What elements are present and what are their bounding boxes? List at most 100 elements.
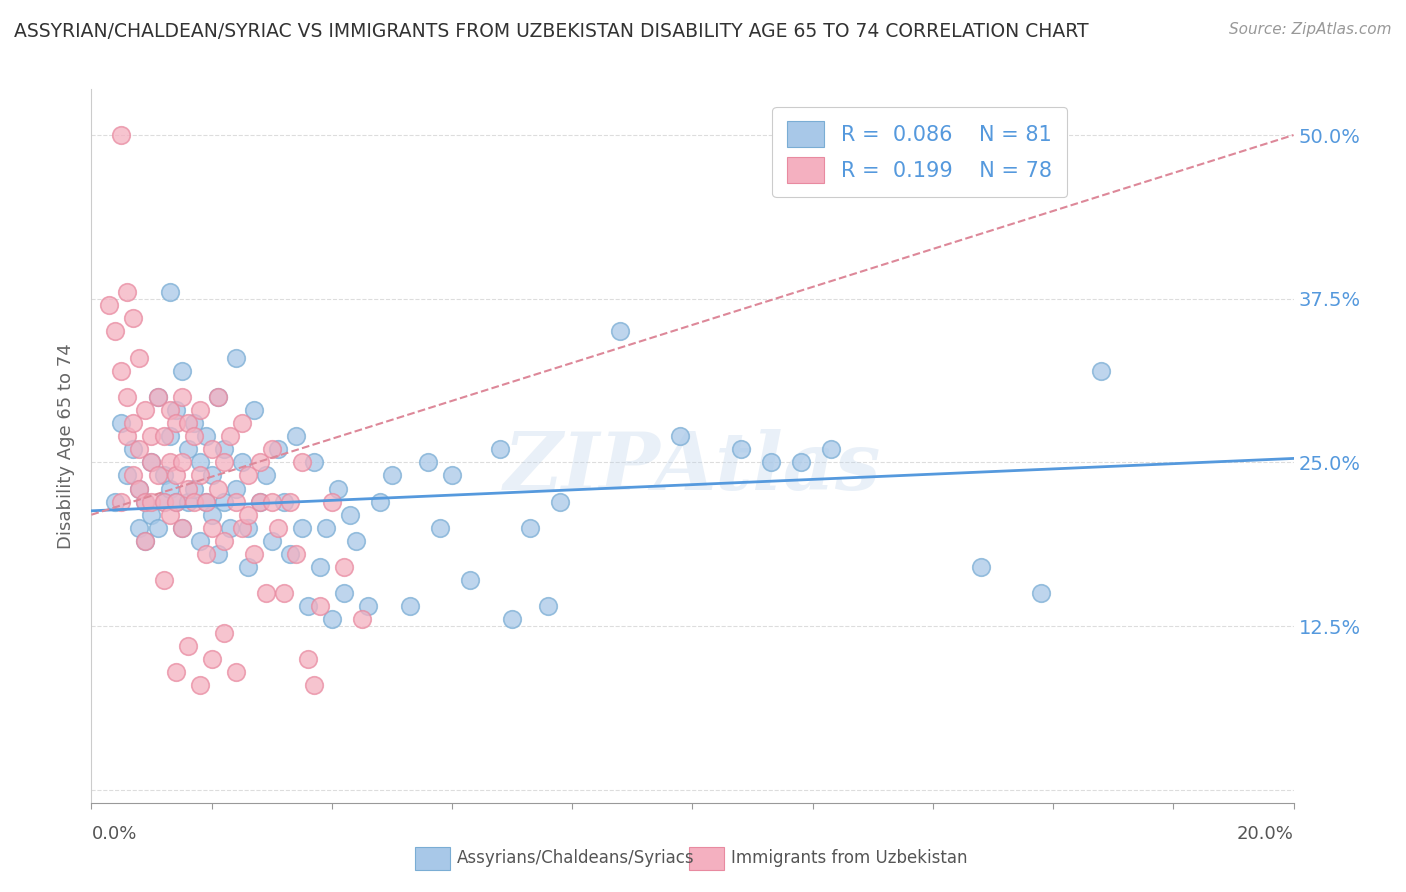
Point <box>128 482 150 496</box>
Point <box>212 442 235 457</box>
Point <box>170 364 193 378</box>
Point <box>350 612 373 626</box>
Point <box>537 599 560 614</box>
Point <box>308 599 330 614</box>
Point <box>176 482 198 496</box>
Point <box>344 533 367 548</box>
Point <box>110 128 132 142</box>
Point <box>302 455 325 469</box>
Point <box>188 678 211 692</box>
Text: ZIPAtlas: ZIPAtlas <box>503 429 882 506</box>
Point <box>165 494 187 508</box>
Point <box>236 508 259 522</box>
Point <box>134 403 156 417</box>
Point <box>141 455 163 469</box>
Point <box>333 586 356 600</box>
Point <box>284 429 307 443</box>
Point <box>321 494 343 508</box>
Point <box>122 468 145 483</box>
Point <box>201 442 224 457</box>
Point <box>201 652 224 666</box>
Point <box>141 494 163 508</box>
Point <box>207 390 229 404</box>
Point <box>291 521 314 535</box>
Point <box>170 390 193 404</box>
Point <box>254 586 277 600</box>
Point <box>176 639 198 653</box>
Point <box>440 468 463 483</box>
Point <box>165 416 187 430</box>
Point <box>267 442 290 457</box>
Point <box>141 455 163 469</box>
Point <box>159 482 181 496</box>
Point <box>260 533 283 548</box>
Point <box>284 547 307 561</box>
Point <box>225 494 247 508</box>
Point <box>128 351 150 365</box>
Point <box>170 455 193 469</box>
Point <box>1090 364 1112 378</box>
Point <box>212 625 235 640</box>
Point <box>194 494 217 508</box>
Point <box>297 652 319 666</box>
Point <box>315 521 337 535</box>
Point <box>231 416 253 430</box>
Point <box>146 390 169 404</box>
Point <box>368 494 391 508</box>
Point <box>134 494 156 508</box>
Point <box>236 521 259 535</box>
Point <box>110 364 132 378</box>
Point <box>194 429 217 443</box>
Point <box>152 429 174 443</box>
Point <box>159 455 181 469</box>
Point <box>357 599 380 614</box>
Point <box>194 547 217 561</box>
Point <box>152 573 174 587</box>
Point <box>273 494 295 508</box>
Point <box>207 482 229 496</box>
Text: Source: ZipAtlas.com: Source: ZipAtlas.com <box>1229 22 1392 37</box>
Point <box>201 508 224 522</box>
Point <box>188 455 211 469</box>
Point <box>98 298 121 312</box>
Point <box>152 494 174 508</box>
Point <box>609 325 631 339</box>
Point <box>278 547 301 561</box>
Point <box>110 416 132 430</box>
Text: 20.0%: 20.0% <box>1237 825 1294 843</box>
Point <box>260 494 283 508</box>
Point <box>339 508 361 522</box>
Point <box>326 482 349 496</box>
Point <box>117 285 139 300</box>
Text: ASSYRIAN/CHALDEAN/SYRIAC VS IMMIGRANTS FROM UZBEKISTAN DISABILITY AGE 65 TO 74 C: ASSYRIAN/CHALDEAN/SYRIAC VS IMMIGRANTS F… <box>14 22 1088 41</box>
Point <box>134 533 156 548</box>
Point <box>489 442 512 457</box>
Point <box>730 442 752 457</box>
Point <box>201 468 224 483</box>
Point <box>152 468 174 483</box>
Point <box>236 560 259 574</box>
Point <box>188 403 211 417</box>
Point <box>117 390 139 404</box>
Point <box>183 416 205 430</box>
Text: Immigrants from Uzbekistan: Immigrants from Uzbekistan <box>731 849 967 867</box>
Point <box>104 494 127 508</box>
Point <box>225 482 247 496</box>
Point <box>218 521 240 535</box>
Point <box>170 521 193 535</box>
Point <box>297 599 319 614</box>
Point <box>188 533 211 548</box>
Point <box>249 494 271 508</box>
Point <box>159 508 181 522</box>
Point <box>165 403 187 417</box>
Point <box>146 468 169 483</box>
Point <box>152 494 174 508</box>
Point <box>183 429 205 443</box>
Point <box>117 429 139 443</box>
Point <box>231 521 253 535</box>
Point <box>165 468 187 483</box>
Point <box>159 403 181 417</box>
Point <box>321 612 343 626</box>
Point <box>242 403 264 417</box>
Point <box>381 468 404 483</box>
